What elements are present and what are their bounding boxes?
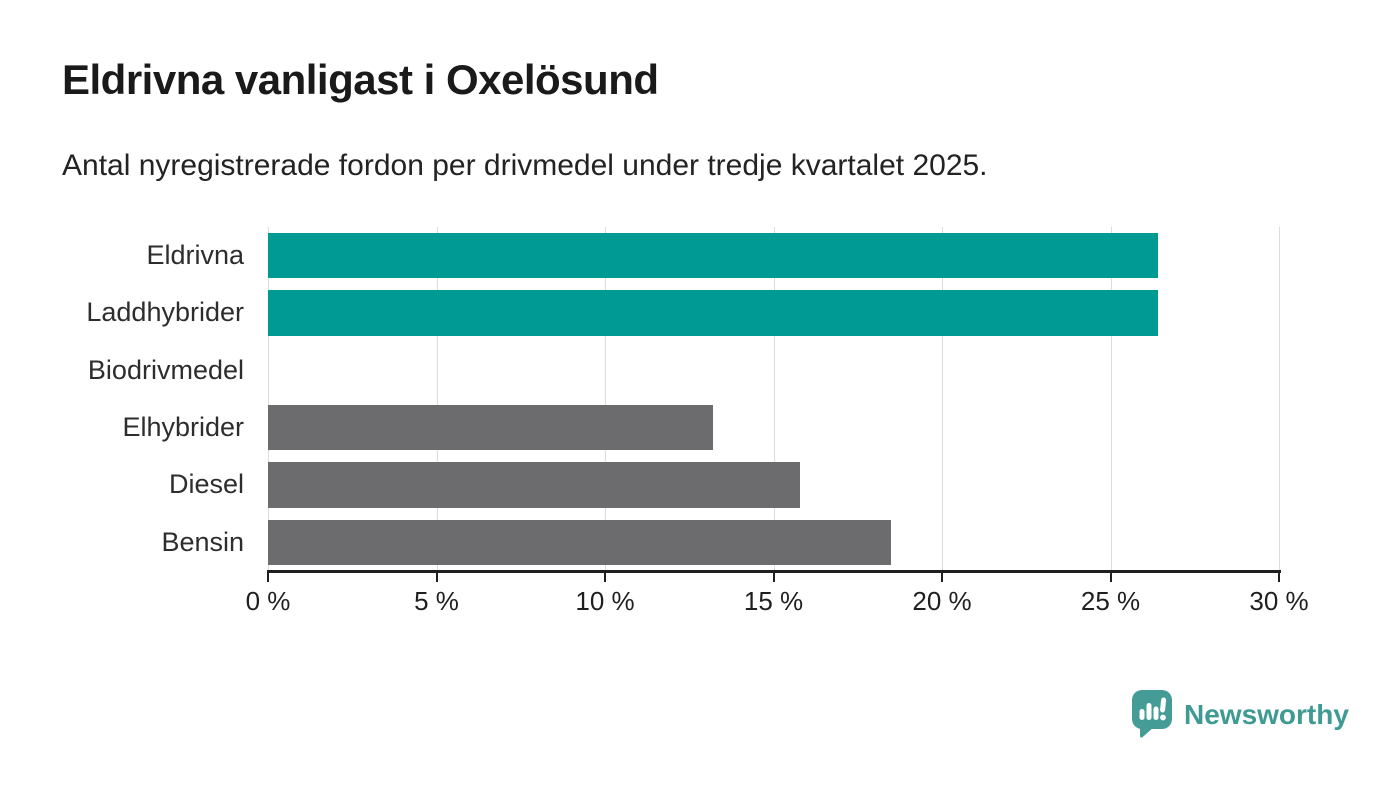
- category-label: Bensin: [161, 526, 244, 557]
- bar: [268, 404, 713, 451]
- category-label: Eldrivna: [146, 239, 244, 270]
- brand-logo: Newsworthy: [1132, 690, 1349, 739]
- logo-bar-tall: [1146, 703, 1152, 720]
- logo-exclamation-dot: [1160, 714, 1166, 721]
- gridline: [268, 227, 269, 571]
- category-label: Laddhybrider: [86, 297, 244, 328]
- x-axis-tick: [1109, 572, 1112, 582]
- plot-area: [268, 227, 1280, 571]
- category-label: Biodrivmedel: [87, 354, 244, 385]
- x-axis-tick-label: 25 %: [1080, 586, 1141, 616]
- logo-bar-small: [1139, 709, 1145, 720]
- x-axis: 0 % 5 % 10 % 15 % 20 % 25 % 30 %: [246, 570, 1309, 620]
- x-axis-tick: [1278, 572, 1280, 582]
- chart-subtitle: Antal nyregistrerade fordon per drivmede…: [62, 149, 988, 182]
- logo-bar-medium: [1153, 706, 1159, 720]
- bar: [268, 519, 892, 566]
- chart-title: Eldrivna vanligast i Oxelösund: [62, 56, 659, 103]
- bar: [268, 232, 1158, 279]
- gridline: [436, 227, 438, 571]
- logo-exclamation-stroke: [1160, 697, 1167, 713]
- gridline: [1110, 227, 1112, 571]
- gridline: [1279, 227, 1280, 571]
- newsworthy-logo-icon: [1132, 690, 1172, 738]
- bar: [268, 290, 1158, 336]
- x-axis-tick-label: 15 %: [743, 586, 804, 616]
- x-axis-tick-label: 0 %: [245, 586, 291, 616]
- x-axis-tick-label: 20 %: [912, 586, 972, 616]
- x-axis-tick: [941, 572, 943, 582]
- x-axis-tick: [772, 572, 775, 582]
- category-label: Diesel: [168, 469, 244, 500]
- x-axis-tick-label: 5 %: [414, 586, 459, 616]
- x-axis-line: [267, 570, 1281, 573]
- gridline: [605, 227, 606, 571]
- x-axis-tick: [435, 572, 438, 582]
- x-axis-tick-label: 10 %: [575, 586, 635, 616]
- category-label: Elhybrider: [122, 411, 244, 442]
- brand-name: Newsworthy: [1184, 698, 1349, 730]
- bar: [268, 462, 801, 508]
- x-axis-tick: [604, 572, 606, 582]
- x-axis-tick: [267, 572, 269, 582]
- gridline: [773, 227, 775, 571]
- x-axis-tick-label: 30 %: [1249, 586, 1309, 616]
- gridline: [942, 227, 943, 571]
